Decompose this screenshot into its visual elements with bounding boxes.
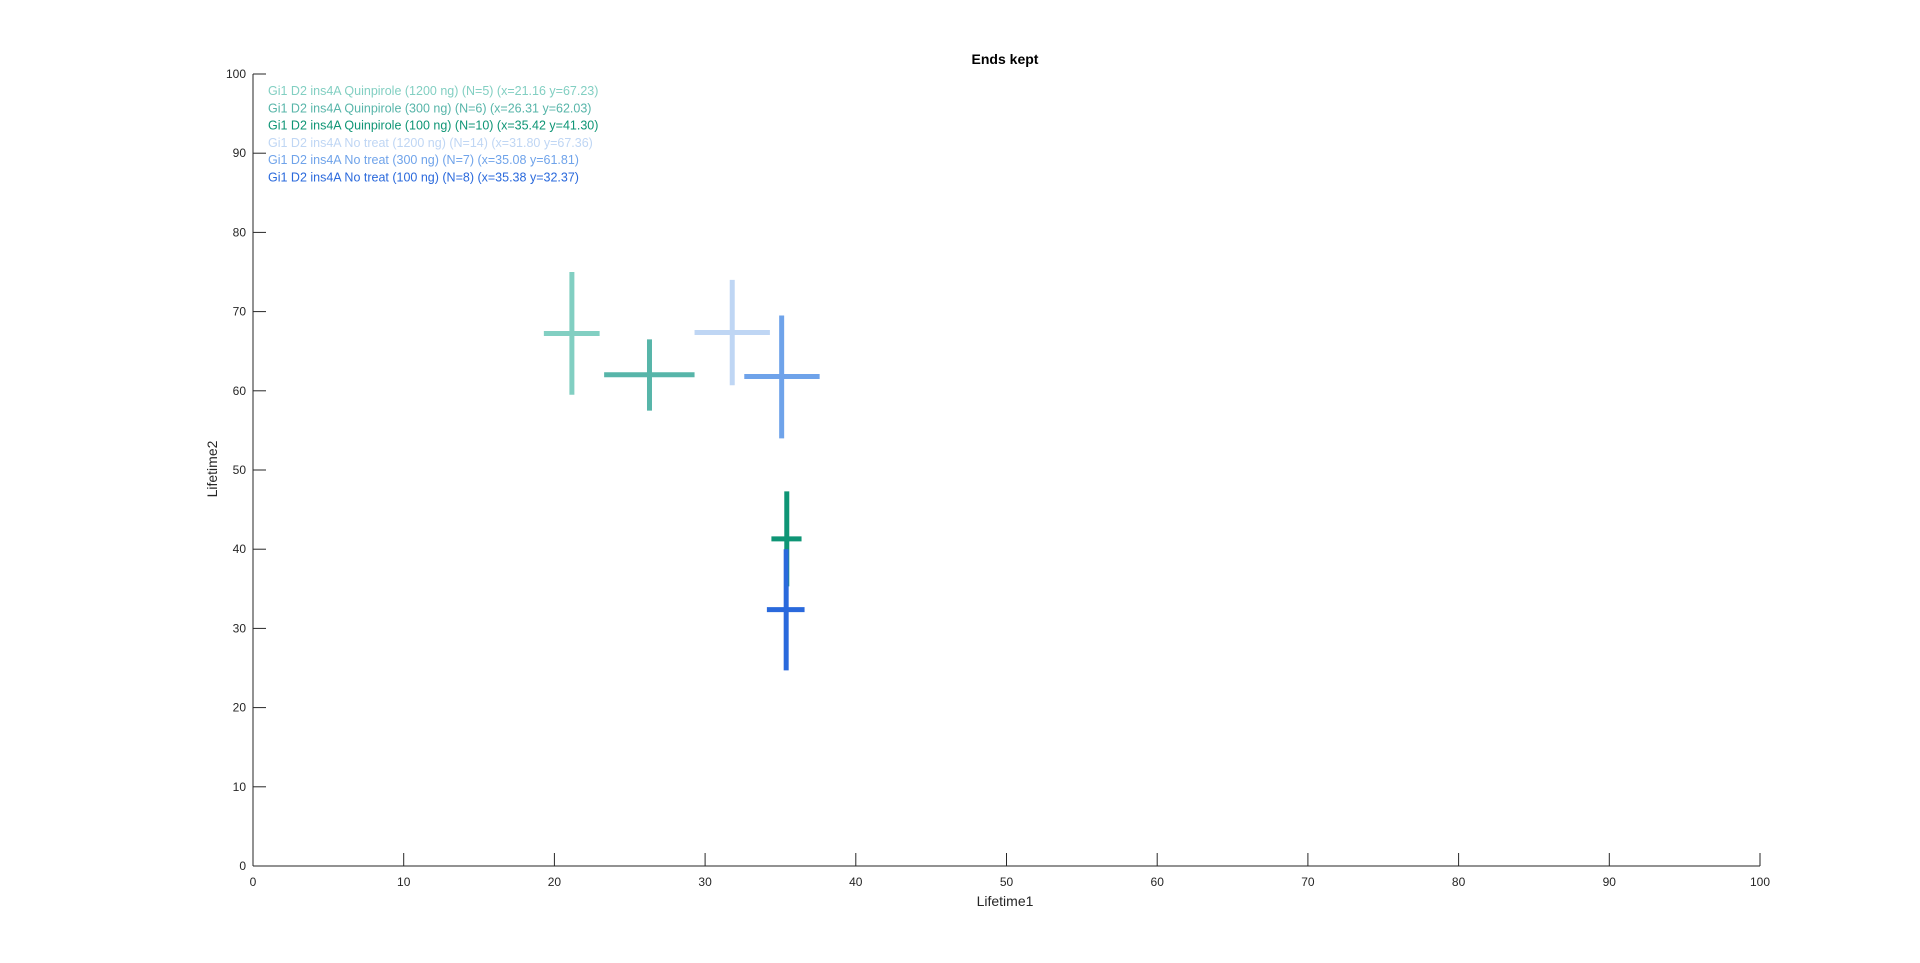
y-tick-label: 50 bbox=[233, 463, 247, 477]
series-marks bbox=[543, 272, 820, 671]
legend-entry: Gi1 D2 ins4A Quinpirole (300 ng) (N=6) (… bbox=[268, 101, 591, 115]
x-tick-label: 40 bbox=[849, 875, 863, 889]
chart-title: Ends kept bbox=[972, 51, 1039, 67]
x-axis-label: Lifetime1 bbox=[977, 893, 1034, 909]
x-tick-label: 20 bbox=[548, 875, 562, 889]
y-tick-label: 40 bbox=[233, 542, 247, 556]
legend-entry: Gi1 D2 ins4A No treat (100 ng) (N=8) (x=… bbox=[268, 171, 579, 185]
legend: Gi1 D2 ins4A Quinpirole (1200 ng) (N=5) … bbox=[268, 84, 598, 185]
series-point-5 bbox=[744, 315, 820, 439]
legend-entry: Gi1 D2 ins4A Quinpirole (100 ng) (N=10) … bbox=[268, 119, 598, 133]
y-tick-label: 30 bbox=[233, 621, 247, 635]
y-axis-label: Lifetime2 bbox=[204, 440, 220, 497]
series-point-1 bbox=[543, 272, 600, 395]
x-tick-label: 0 bbox=[250, 875, 257, 889]
x-tick-label: 50 bbox=[1000, 875, 1014, 889]
y-tick-label: 70 bbox=[233, 305, 247, 319]
y-ticks: 0 10 20 30 40 50 60 70 80 90 100 bbox=[226, 67, 266, 873]
x-tick-label: 60 bbox=[1151, 875, 1165, 889]
y-tick-label: 10 bbox=[233, 780, 247, 794]
legend-entry: Gi1 D2 ins4A No treat (300 ng) (N=7) (x=… bbox=[268, 153, 579, 167]
series-point-4 bbox=[694, 279, 770, 386]
x-tick-label: 100 bbox=[1750, 875, 1770, 889]
series-point-6 bbox=[766, 549, 805, 671]
x-tick-label: 30 bbox=[698, 875, 712, 889]
x-ticks: 0 10 20 30 40 50 60 70 80 90 100 bbox=[250, 853, 1770, 889]
legend-entry: Gi1 D2 ins4A Quinpirole (1200 ng) (N=5) … bbox=[268, 84, 598, 98]
x-tick-label: 70 bbox=[1301, 875, 1315, 889]
y-tick-label: 60 bbox=[233, 384, 247, 398]
y-tick-label: 80 bbox=[233, 225, 247, 239]
legend-entry: Gi1 D2 ins4A No treat (1200 ng) (N=14) (… bbox=[268, 136, 593, 150]
y-tick-label: 20 bbox=[233, 701, 247, 715]
x-tick-label: 10 bbox=[397, 875, 411, 889]
x-tick-label: 90 bbox=[1603, 875, 1617, 889]
x-tick-label: 80 bbox=[1452, 875, 1466, 889]
y-tick-label: 100 bbox=[226, 67, 246, 81]
series-point-2 bbox=[604, 339, 695, 411]
y-tick-label: 0 bbox=[239, 859, 246, 873]
axes: 0 10 20 30 40 50 60 70 80 90 100 0 10 20 30 40 50 60 70 80… bbox=[226, 67, 1770, 889]
y-tick-label: 90 bbox=[233, 146, 247, 160]
